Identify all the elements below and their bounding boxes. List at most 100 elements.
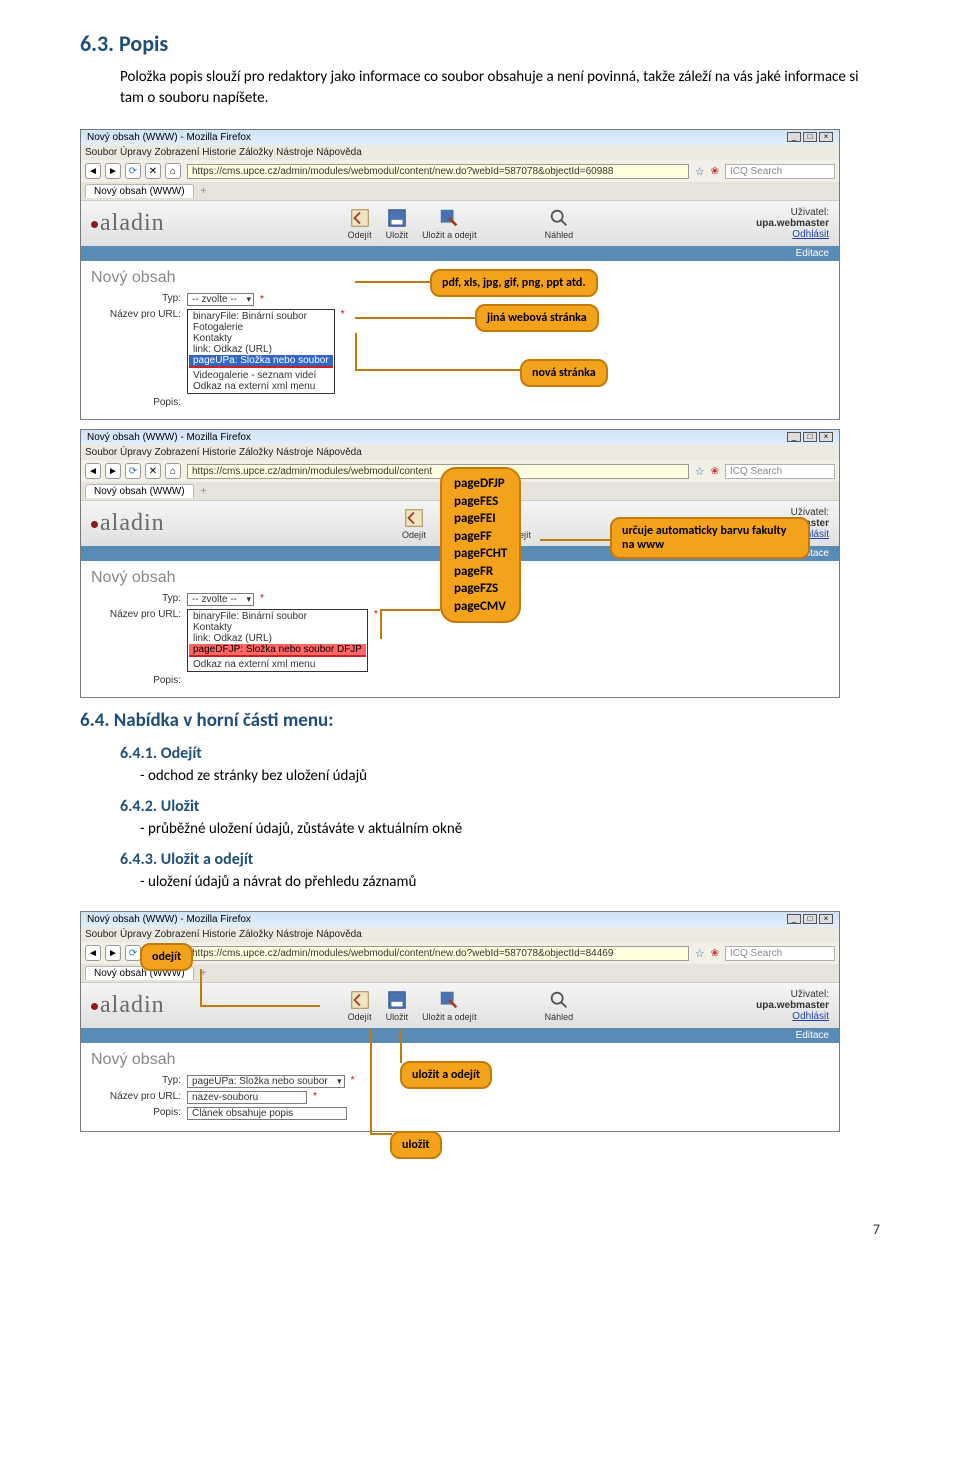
back-icon[interactable]: ◄ [85, 945, 101, 961]
url-input[interactable]: https://cms.upce.cz/admin/modules/webmod… [187, 464, 689, 479]
logout-link[interactable]: Odhlásit [792, 1011, 829, 1022]
heading-643: 6.4.3. Uložit a odejít [120, 850, 880, 869]
tool-odejit[interactable]: Odejít [348, 207, 372, 240]
toolbar-tools: Odejít Uložit Uložit a odejít Náhled [348, 989, 574, 1022]
dropdown-option[interactable]: Fotogalerie [189, 322, 333, 333]
menu-bar[interactable]: Soubor Úpravy Zobrazení Historie Záložky… [81, 927, 839, 942]
figure-3: Nový obsah (WWW) - Mozilla Firefox _ □ ×… [80, 911, 880, 1191]
tool-odejit[interactable]: Odejít [402, 507, 426, 540]
forward-icon[interactable]: ► [105, 463, 121, 479]
menu-bar[interactable]: Soubor Úpravy Zobrazení Historie Záložky… [81, 145, 839, 160]
dropdown-option[interactable]: Odkaz na externí xml menu [189, 659, 366, 670]
search-input[interactable]: ICQ Search [725, 946, 835, 961]
new-tab-icon[interactable]: + [200, 186, 206, 197]
minimize-icon[interactable]: _ [787, 132, 801, 142]
home-icon[interactable]: ⌂ [165, 163, 181, 179]
back-icon[interactable]: ◄ [85, 163, 101, 179]
tool-nahled[interactable]: Náhled [545, 207, 574, 240]
dropdown-option[interactable]: pageDFJP: Složka nebo soubor DFJP [189, 644, 366, 655]
typ-dropdown-1[interactable]: binaryFile: Binární souborFotogalerieKon… [187, 309, 335, 394]
window-controls: _ □ × [787, 432, 833, 443]
figure-1: Nový obsah (WWW) - Mozilla Firefox _ □ ×… [80, 129, 880, 399]
search-input[interactable]: ICQ Search [725, 464, 835, 479]
url-input[interactable]: https://cms.upce.cz/admin/modules/webmod… [187, 164, 689, 179]
maximize-icon[interactable]: □ [803, 914, 817, 924]
dropdown-option[interactable]: binaryFile: Binární soubor [189, 311, 333, 322]
dropdown-option[interactable]: pageUPa: Složka nebo soubor [189, 355, 333, 366]
user-label: Uživatel: [756, 989, 829, 1000]
reload-icon[interactable]: ⟳ [125, 463, 141, 479]
popis-input[interactable]: Článek obsahuje popis [187, 1107, 347, 1120]
dropdown-option[interactable]: Kontakty [189, 622, 366, 633]
callout-connector [355, 317, 475, 319]
callout-connector [355, 369, 521, 371]
user-box: Uživatel: upa.webmaster Odhlásit [756, 989, 829, 1022]
minimize-icon[interactable]: _ [787, 914, 801, 924]
typ-select[interactable]: -- zvolte -- [187, 593, 254, 606]
label-nazev: Název pro URL: [91, 1091, 181, 1102]
close-icon[interactable]: × [819, 914, 833, 924]
forward-icon[interactable]: ► [105, 163, 121, 179]
dropdown-option[interactable]: Kontakty [189, 333, 333, 344]
user-name: upa.webmaster [756, 1000, 829, 1011]
maximize-icon[interactable]: □ [803, 132, 817, 142]
tool-ulozit[interactable]: Uložit [386, 989, 409, 1022]
search-input[interactable]: ICQ Search [725, 164, 835, 179]
typ-select[interactable]: -- zvolte -- [187, 293, 254, 306]
tool-label: Náhled [545, 230, 574, 240]
app-toolbar: aladin Odejít Uložit Uložit a odejít Náh… [81, 200, 839, 246]
dropdown-option[interactable]: Videogalerie - seznam videí [189, 370, 333, 381]
tool-nahled[interactable]: Náhled [545, 989, 574, 1022]
bookmark-icon[interactable]: ☆ [695, 165, 705, 178]
new-tab-icon[interactable]: + [200, 486, 206, 497]
dropdown-option[interactable]: link: Odkaz (URL) [189, 344, 333, 355]
maximize-icon[interactable]: □ [803, 432, 817, 442]
titlebar: Nový obsah (WWW) - Mozilla Firefox _ □ × [81, 912, 839, 927]
browser-tab[interactable]: Nový obsah (WWW) [85, 184, 194, 198]
body-63: Položka popis slouží pro redaktory jako … [80, 67, 880, 109]
callout-page-item: pageDFJP [454, 475, 507, 493]
callout-page-item: pageFR [454, 563, 507, 581]
reload-icon[interactable]: ⟳ [125, 945, 141, 961]
close-icon[interactable]: × [819, 432, 833, 442]
heading-641: 6.4.1. Odejít [120, 744, 880, 763]
url-bar-row: ◄ ► ⟳ ✕ ⌂ https://cms.upce.cz/admin/modu… [81, 160, 839, 182]
close-icon[interactable]: × [819, 132, 833, 142]
icq-icon: ❀ [711, 466, 719, 477]
typ-select-3[interactable]: pageUPa: Složka nebo soubor [187, 1075, 345, 1088]
logo-text: aladin [100, 510, 165, 536]
tool-ulozit-odejit[interactable]: Uložit a odejít [422, 989, 477, 1022]
reload-icon[interactable]: ⟳ [125, 163, 141, 179]
callout-ulozit-odejit: uložit a odejít [400, 1061, 492, 1089]
typ-dropdown-2[interactable]: binaryFile: Binární souborKontaktylink: … [187, 609, 368, 672]
bookmark-icon[interactable]: ☆ [695, 465, 705, 478]
minimize-icon[interactable]: _ [787, 432, 801, 442]
figure-2: Nový obsah (WWW) - Mozilla Firefox _ □ ×… [80, 429, 880, 679]
forward-icon[interactable]: ► [105, 945, 121, 961]
nazev-input[interactable]: nazev-souboru [187, 1091, 307, 1104]
back-icon[interactable]: ◄ [85, 463, 101, 479]
url-input[interactable]: https://cms.upce.cz/admin/modules/webmod… [187, 946, 689, 961]
stop-icon[interactable]: ✕ [145, 163, 161, 179]
dropdown-option[interactable]: link: Odkaz (URL) [189, 633, 366, 644]
text-642: - průběžné uložení údajů, zůstáváte v ak… [140, 820, 880, 838]
browser-tab[interactable]: Nový obsah (WWW) [85, 484, 194, 498]
dropdown-option[interactable]: Odkaz na externí xml menu [189, 381, 333, 392]
exit-icon [349, 207, 371, 229]
menu-bar[interactable]: Soubor Úpravy Zobrazení Historie Záložky… [81, 445, 839, 460]
stop-icon[interactable]: ✕ [145, 463, 161, 479]
bookmark-icon[interactable]: ☆ [695, 947, 705, 960]
tool-ulozit[interactable]: Uložit [386, 207, 409, 240]
titlebar: Nový obsah (WWW) - Mozilla Firefox _ □ × [81, 130, 839, 145]
home-icon[interactable]: ⌂ [165, 463, 181, 479]
exit-icon [403, 507, 425, 529]
logout-link[interactable]: Odhlásit [792, 229, 829, 240]
tool-odejit[interactable]: Odejít [348, 989, 372, 1022]
page-number: 7 [80, 1221, 880, 1238]
app-toolbar: aladin Odejít Uložit Uložit a odejít Náh… [81, 982, 839, 1028]
dropdown-option[interactable]: binaryFile: Binární soubor [189, 611, 366, 622]
callout-connector [200, 969, 202, 1005]
tool-ulozit-odejit[interactable]: Uložit a odejít [422, 207, 477, 240]
logo-text: aladin [100, 210, 165, 236]
window-controls: _ □ × [787, 132, 833, 143]
